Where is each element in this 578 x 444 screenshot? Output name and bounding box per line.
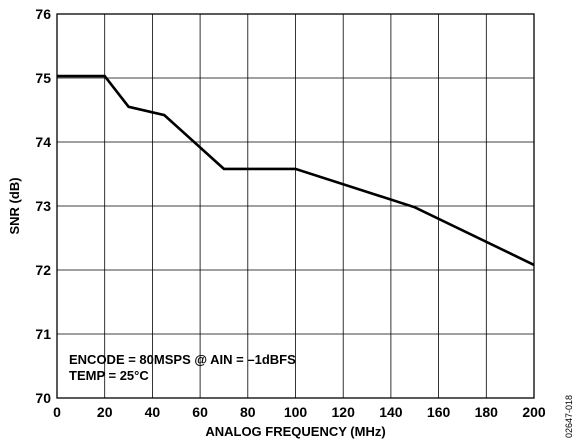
- grid-lines: [57, 14, 534, 398]
- y-axis-label: SNR (dB): [7, 177, 22, 234]
- series-group: [57, 74, 535, 267]
- x-tick-label: 100: [284, 404, 308, 420]
- annotation-encode: ENCODE = 80MSPS @ AIN = –1dBFS: [69, 352, 296, 367]
- x-tick-label: 200: [522, 404, 546, 420]
- x-tick-label: 60: [192, 404, 208, 420]
- y-tick-label: 73: [35, 198, 51, 214]
- y-tick-label: 76: [35, 6, 51, 22]
- y-tick-label: 71: [35, 326, 51, 342]
- x-tick-label: 40: [145, 404, 161, 420]
- annotation-temp: TEMP = 25°C: [69, 368, 149, 383]
- x-tick-label: 20: [97, 404, 113, 420]
- y-tick-label: 74: [35, 134, 51, 150]
- y-tick-label: 75: [35, 70, 51, 86]
- y-tick-label: 70: [35, 390, 51, 406]
- x-tick-label: 160: [427, 404, 451, 420]
- y-tick-label: 72: [35, 262, 51, 278]
- x-tick-label: 0: [53, 404, 61, 420]
- x-tick-label: 80: [240, 404, 256, 420]
- x-tick-label: 180: [475, 404, 499, 420]
- x-axis-label: ANALOG FREQUENCY (MHz): [205, 424, 385, 439]
- x-tick-label: 120: [332, 404, 356, 420]
- snr-series-line: [57, 74, 535, 267]
- figure-id: 02647-018: [564, 395, 574, 438]
- plot-frame: [56, 13, 535, 399]
- tick-labels: 0 20 40 60 80 100 120 140 160 180 200 70 71 72 73 74 75 7…: [35, 6, 545, 420]
- x-tick-label: 140: [379, 404, 403, 420]
